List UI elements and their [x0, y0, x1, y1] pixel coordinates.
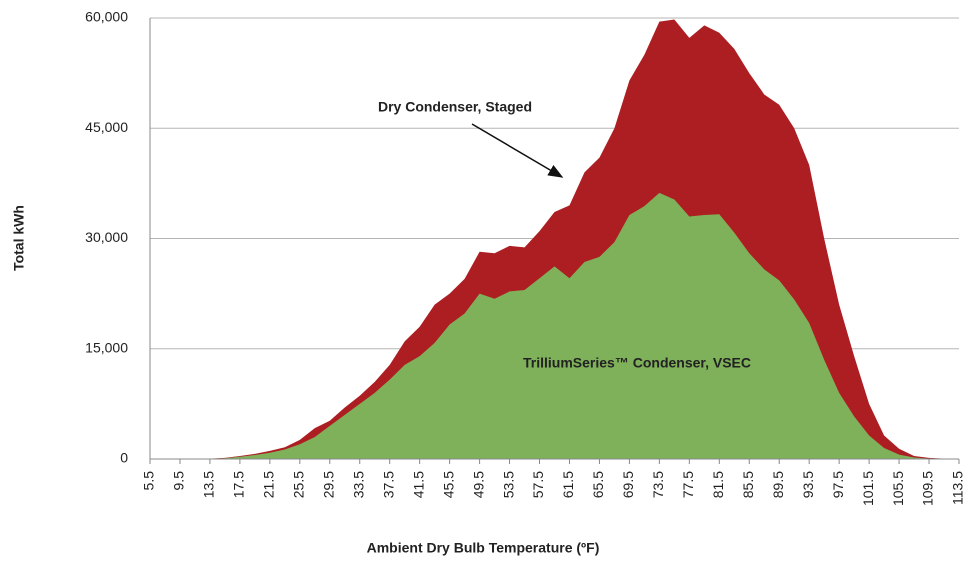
x-tick-label: 93.5 [800, 471, 816, 498]
x-axis-title: Ambient Dry Bulb Temperature (ºF) [367, 540, 600, 556]
x-tick-label: 105.5 [890, 471, 906, 506]
x-tick-label: 89.5 [770, 471, 786, 498]
x-tick-label: 41.5 [410, 471, 426, 498]
y-axis-title: Total kWh [11, 205, 27, 271]
x-tick-label: 101.5 [860, 471, 876, 506]
x-tick-label: 33.5 [350, 471, 366, 498]
series-label: Dry Condenser, Staged [378, 99, 532, 115]
x-tick-label: 29.5 [320, 471, 336, 498]
y-tick-label: 45,000 [85, 119, 128, 135]
x-tick-label: 45.5 [440, 471, 456, 498]
x-tick-label: 109.5 [920, 471, 936, 506]
y-tick-label: 0 [120, 450, 128, 466]
x-tick-label: 53.5 [500, 471, 516, 498]
x-tick-label: 25.5 [291, 471, 307, 498]
x-tick-label: 17.5 [231, 471, 247, 498]
x-tick-label: 113.5 [950, 471, 966, 505]
x-tick-label: 69.5 [620, 471, 636, 498]
areas [150, 19, 959, 459]
y-tick-label: 15,000 [85, 339, 128, 355]
x-tick-label: 81.5 [710, 471, 726, 498]
x-tick-label: 85.5 [740, 471, 756, 498]
x-tick-label: 57.5 [530, 471, 546, 498]
x-tick-label: 73.5 [650, 471, 666, 498]
series-label: TrilliumSeries™ Condenser, VSEC [523, 355, 751, 371]
x-tick-label: 61.5 [560, 471, 576, 498]
x-tick-label: 5.5 [141, 471, 157, 491]
y-tick-label: 60,000 [85, 9, 128, 25]
x-tick-label: 77.5 [680, 471, 696, 498]
x-tick-label: 49.5 [470, 471, 486, 498]
area [150, 192, 959, 459]
annotation-arrow [471, 123, 564, 178]
x-tick-label: 97.5 [830, 471, 846, 498]
x-tick-label: 37.5 [380, 471, 396, 498]
x-tick-label: 9.5 [171, 471, 187, 491]
x-tick-label: 13.5 [201, 471, 217, 498]
x-tick-label: 21.5 [261, 471, 277, 498]
x-tick-label: 65.5 [590, 471, 606, 498]
y-tick-label: 30,000 [85, 229, 128, 245]
